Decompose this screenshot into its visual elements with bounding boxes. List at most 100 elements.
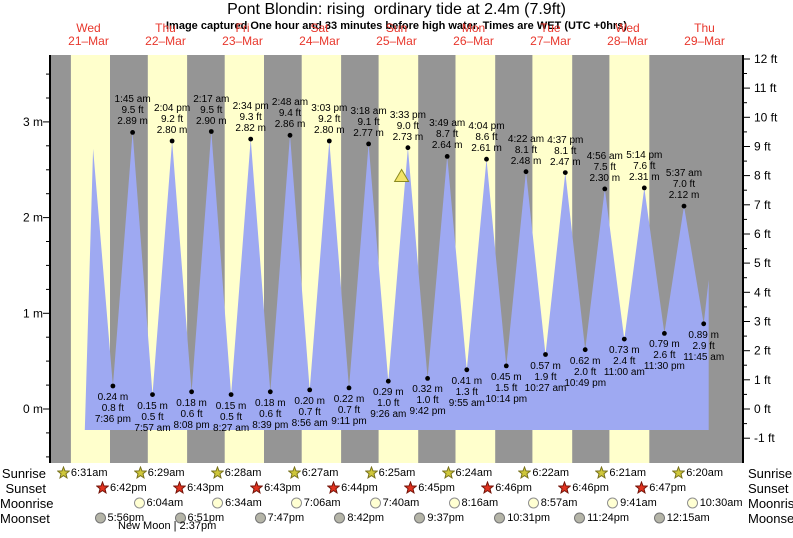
svg-text:2 ft: 2 ft	[754, 344, 771, 358]
moonset-icon	[414, 512, 426, 524]
svg-text:9 ft: 9 ft	[754, 140, 771, 154]
day-label: Wed 21–Mar	[68, 22, 109, 48]
svg-text:3 ft: 3 ft	[754, 315, 771, 329]
sunset-item: 6:46pm	[481, 481, 532, 495]
moonrise-row-label-left: Moonrise	[0, 496, 54, 511]
svg-text:3 m: 3 m	[23, 115, 43, 129]
svg-text:8 ft: 8 ft	[754, 169, 771, 183]
day-label: Wed 28–Mar	[607, 22, 648, 48]
high-tide-annotation: 4:22 am 8.1 ft 2.48 m	[507, 133, 545, 167]
sunset-icon	[96, 481, 109, 495]
sunset-row-label-right: Sunset	[748, 481, 789, 496]
moonset-time: 9:37pm	[427, 512, 465, 524]
moonrise-icon	[527, 497, 539, 509]
day-of-week: Sun	[385, 21, 408, 35]
sunset-time: 6:44pm	[341, 482, 378, 494]
low-tide-annotation: 0.32 m 1.0 ft 9:42 pm	[409, 384, 446, 418]
sunrise-time: 6:29am	[147, 467, 185, 479]
sunrise-item: 6:28am	[210, 466, 262, 480]
svg-text:5 ft: 5 ft	[754, 256, 771, 270]
svg-text:1 ft: 1 ft	[754, 373, 771, 387]
day-date: 23–Mar	[222, 34, 263, 48]
sunrise-time: 6:22am	[532, 467, 570, 479]
low-tide-annotation: 0.57 m 1.9 ft 10:27 am	[524, 360, 567, 394]
sunrise-row-label-left: Sunrise	[1, 466, 46, 481]
day-date: 22–Mar	[145, 34, 186, 48]
svg-text:12 ft: 12 ft	[754, 52, 778, 66]
sunrise-time: 6:27am	[301, 467, 339, 479]
sunset-row-label-left: Sunset	[5, 481, 46, 496]
sunset-item: 6:44pm	[327, 481, 378, 495]
moonset-icon	[494, 512, 506, 524]
high-tide-annotation: 2:04 pm 9.2 ft 2.80 m	[154, 103, 191, 136]
day-date: 25–Mar	[376, 34, 417, 48]
day-of-week: Wed	[615, 21, 640, 35]
moonrise-item: 6:34am	[211, 496, 262, 510]
moonrise-item: 9:41am	[606, 496, 657, 510]
sunrise-icon	[518, 466, 532, 480]
svg-text:-1 ft: -1 ft	[754, 431, 775, 445]
sunset-icon	[404, 481, 418, 495]
high-tide-annotation: 4:04 pm 8.6 ft 2.61 m	[468, 121, 505, 155]
moonset-item: 5:56pm	[94, 511, 144, 525]
day-of-week: Tue	[540, 21, 561, 35]
moonset-time: 12:15am	[666, 512, 710, 524]
low-tide-annotation: 0.89 m 2.9 ft 11:45 am	[683, 329, 725, 363]
sunrise-icon	[133, 466, 147, 480]
sunset-item: 6:42pm	[96, 481, 147, 495]
moonrise-time: 7:40am	[382, 497, 420, 509]
sunset-icon	[635, 481, 649, 495]
svg-text:2 m: 2 m	[23, 211, 43, 225]
high-tide-annotation: 3:33 pm 9.0 ft 2.73 m	[389, 109, 426, 143]
low-tide-annotation: 0.62 m 2.0 ft 10:49 pm	[564, 355, 607, 389]
low-tide-annotation: 0.18 m 0.6 ft 8:39 pm	[252, 397, 289, 431]
tide-dots	[110, 129, 707, 397]
low-tide-annotation: 0.15 m 0.5 ft 8:27 am	[213, 400, 250, 434]
low-tide-annotation: 0.41 m 1.3 ft 9:55 am	[448, 375, 485, 409]
moonrise-item: 6:04am	[133, 496, 183, 510]
moonset-time: 8:42pm	[347, 512, 385, 524]
high-tide-annotation: 2:17 am 9.5 ft 2.90 m	[193, 93, 230, 127]
high-tide-annotation: 4:37 pm 8.1 ft 2.47 m	[547, 134, 584, 168]
sunset-time: 6:43pm	[187, 482, 224, 494]
moonset-item: 12:15am	[653, 511, 710, 525]
svg-text:11 ft: 11 ft	[754, 81, 777, 95]
sunrise-time: 6:28am	[224, 467, 262, 479]
sunset-item: 6:43pm	[173, 481, 224, 495]
sunset-item: 6:46pm	[558, 481, 609, 495]
day-date: 28–Mar	[607, 34, 648, 48]
day-label: Mon 26–Mar	[453, 22, 494, 48]
day-of-week: Sat	[310, 21, 329, 35]
sunrise-icon	[364, 466, 378, 480]
sunset-item: 6:43pm	[250, 481, 301, 495]
sunrise-icon	[672, 466, 686, 480]
low-tide-annotation: 0.22 m 0.7 ft 9:11 pm	[331, 393, 367, 427]
left-axis: 0 m 1 m 2 m 3 m	[23, 55, 51, 463]
moonset-time: 7:47pm	[267, 512, 305, 524]
moonrise-row-label-right: Moonrise	[748, 496, 793, 511]
day-label: Tue 27–Mar	[530, 22, 571, 48]
moonrise-icon	[686, 497, 698, 509]
moonset-time: 10:31pm	[507, 512, 550, 524]
moonrise-item: 7:06am	[290, 496, 341, 510]
moonrise-item: 10:30am	[686, 496, 743, 510]
chart-title: Pont Blondin: rising ordinary tide at 2.…	[227, 1, 566, 18]
svg-text:4 ft: 4 ft	[754, 285, 771, 299]
moonset-row-label-left: Moonset	[0, 511, 50, 526]
low-tide-annotation: 0.15 m 0.5 ft 7:57 am	[134, 400, 171, 434]
moonrise-time: 6:34am	[225, 497, 262, 509]
svg-text:1 m: 1 m	[23, 306, 43, 320]
sunrise-icon	[287, 466, 301, 480]
low-tide-annotation: 0.24 m 0.8 ft 7:36 pm	[94, 392, 131, 425]
day-date: 21–Mar	[68, 34, 109, 48]
moonset-icon	[174, 512, 186, 524]
sunrise-time: 6:24am	[455, 467, 493, 479]
moonrise-time: 8:57am	[540, 497, 578, 509]
day-of-week: Thu	[694, 21, 715, 35]
sunrise-icon	[56, 466, 70, 480]
moonset-time: 6:51pm	[187, 512, 225, 524]
day-label: Thu 22–Mar	[145, 22, 186, 48]
moonset-time: 11:24pm	[587, 512, 630, 524]
moonset-row-label-right: Moonset	[748, 511, 793, 526]
